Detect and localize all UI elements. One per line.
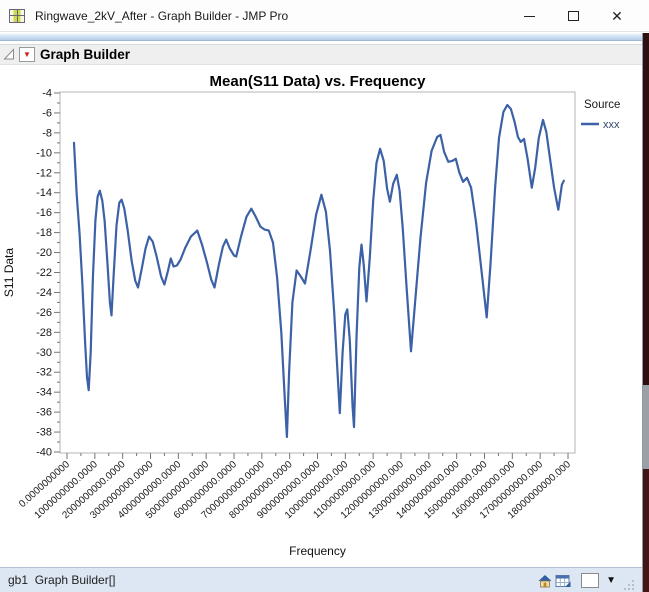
svg-text:-22: -22 bbox=[36, 267, 52, 279]
outline-title: Graph Builder bbox=[40, 47, 131, 62]
svg-text:-18: -18 bbox=[36, 227, 52, 239]
title-bar: Ringwave_2kV_After - Graph Builder - JMP… bbox=[0, 0, 649, 32]
status-bar: gb1 Graph Builder[] ▼ bbox=[0, 567, 643, 592]
toolbar-band bbox=[0, 33, 649, 41]
jmp-app-icon bbox=[9, 8, 25, 23]
svg-text:-26: -26 bbox=[36, 307, 52, 319]
window-controls: ✕ bbox=[507, 0, 639, 32]
disclosure-triangle-icon[interactable] bbox=[3, 48, 16, 61]
status-text: gb1 Graph Builder[] bbox=[8, 573, 116, 587]
chart-title: Mean(S11 Data) vs. Frequency bbox=[210, 73, 427, 90]
status-icons: ▼ bbox=[538, 568, 635, 592]
home-button[interactable] bbox=[538, 574, 552, 588]
dropdown-arrow-icon[interactable]: ▼ bbox=[606, 575, 616, 586]
window-selector-box[interactable] bbox=[581, 573, 600, 588]
maximize-button[interactable] bbox=[551, 0, 595, 32]
minimize-button[interactable] bbox=[507, 0, 551, 32]
svg-text:-32: -32 bbox=[36, 367, 52, 379]
svg-text:-40: -40 bbox=[36, 447, 52, 459]
svg-text:-28: -28 bbox=[36, 327, 52, 339]
svg-text:-6: -6 bbox=[42, 107, 52, 119]
y-axis-title: S11 Data bbox=[2, 248, 16, 297]
svg-text:-4: -4 bbox=[42, 88, 52, 100]
maximize-icon bbox=[567, 11, 579, 21]
minimize-icon bbox=[523, 15, 535, 17]
legend-entry-label: xxx bbox=[603, 119, 620, 131]
window-title: Ringwave_2kV_After - Graph Builder - JMP… bbox=[35, 8, 289, 23]
chart-canvas[interactable]: Mean(S11 Data) vs. Frequency -4 -6 -8 -10 -12… bbox=[0, 66, 643, 567]
svg-text:-10: -10 bbox=[36, 147, 52, 159]
svg-text:-36: -36 bbox=[36, 407, 52, 419]
svg-text:-16: -16 bbox=[36, 207, 52, 219]
svg-text:-30: -30 bbox=[36, 347, 52, 359]
close-icon: ✕ bbox=[611, 8, 623, 24]
svg-text:-34: -34 bbox=[36, 387, 52, 399]
x-axis-title: Frequency bbox=[289, 544, 346, 558]
close-button[interactable]: ✕ bbox=[595, 0, 639, 32]
home-icon bbox=[538, 574, 552, 581]
red-triangle-icon: ▼ bbox=[23, 49, 31, 59]
outline-header: ▼ Graph Builder bbox=[0, 44, 643, 65]
background-window-strip bbox=[643, 33, 649, 592]
svg-text:-20: -20 bbox=[36, 247, 52, 259]
svg-text:-12: -12 bbox=[36, 167, 52, 179]
window-right-edge bbox=[642, 33, 643, 592]
chart-area: Mean(S11 Data) vs. Frequency -4 -6 -8 -10 -12… bbox=[0, 66, 643, 567]
svg-text:-8: -8 bbox=[42, 127, 52, 139]
resize-grip[interactable] bbox=[622, 578, 635, 591]
series-line bbox=[72, 103, 565, 439]
svg-text:-38: -38 bbox=[36, 427, 52, 439]
red-triangle-button[interactable]: ▼ bbox=[19, 47, 35, 62]
svg-text:-24: -24 bbox=[36, 287, 52, 299]
datatable-button[interactable] bbox=[555, 574, 571, 588]
svg-text:-14: -14 bbox=[36, 187, 52, 199]
legend-title: Source bbox=[584, 99, 620, 111]
